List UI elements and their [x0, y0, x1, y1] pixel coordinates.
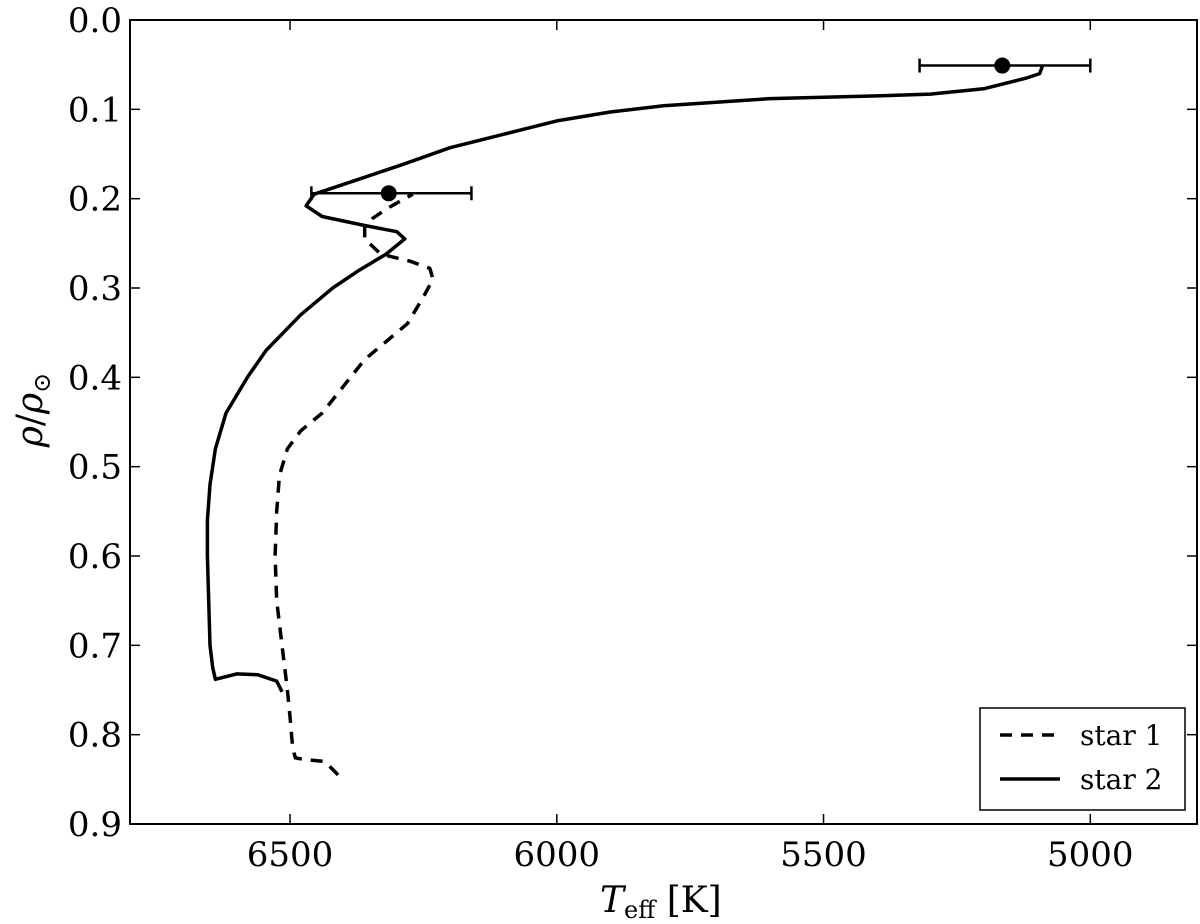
error-bars: [310, 57, 1092, 202]
series-line-star-2: [205, 65, 1044, 693]
x-tick-label-5500: 5500: [780, 835, 867, 875]
y-tick-label-1: 0.1: [68, 90, 122, 130]
y-axis-label: ρ/ρ⊙: [10, 373, 56, 449]
y-tick-label-7: 0.7: [68, 626, 122, 666]
svg-text:Teff [K]: Teff [K]: [600, 880, 722, 924]
data-point-1: [994, 57, 1011, 74]
x-tick-label-6000: 6000: [514, 835, 601, 875]
y-tick-label-3: 0.3: [68, 269, 122, 309]
x-axis-label-sub: eff: [624, 896, 657, 924]
svg-text:ρ/ρ⊙: ρ/ρ⊙: [10, 373, 56, 449]
y-tick-label-8: 0.8: [68, 716, 122, 756]
y-tick-label-0: 0.0: [68, 1, 122, 41]
y-axis-label-sep: /: [10, 413, 51, 426]
y-tick-label-9: 0.9: [68, 805, 122, 845]
legend: star 1 star 2: [979, 707, 1186, 811]
data-point-0: [380, 185, 397, 202]
x-axis-label: Teff [K]: [600, 880, 722, 924]
plot-frame: [129, 19, 1198, 825]
legend-box: [979, 707, 1186, 811]
plot-curves: [205, 65, 1044, 777]
y-axis-label-num: ρ: [10, 426, 51, 448]
x-axis-label-unit: [K]: [655, 880, 721, 921]
y-tick-label-2: 0.2: [68, 180, 122, 220]
series-line-star-1: [273, 192, 435, 777]
y-tick-label-5: 0.5: [68, 448, 122, 488]
y-axis-label-den: ρ: [10, 393, 51, 415]
y-tick-label-4: 0.4: [68, 358, 122, 398]
y-tick-label-6: 0.6: [68, 537, 122, 577]
legend-label-star-1: star 1: [1080, 719, 1162, 752]
x-axis: 6500 6000 5500 5000: [247, 20, 1134, 875]
x-tick-label-5000: 5000: [1047, 835, 1134, 875]
x-tick-label-6500: 6500: [247, 835, 334, 875]
y-axis-label-sub: ⊙: [28, 373, 56, 393]
legend-label-star-2: star 2: [1080, 763, 1162, 796]
x-axis-label-main: T: [600, 880, 627, 921]
y-axis: 0.0 0.1 0.2 0.3 0.4 0.5 0.6 0.7 0.8 0.9: [68, 1, 1197, 845]
